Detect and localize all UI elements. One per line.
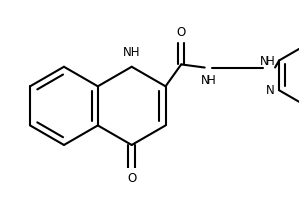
Text: H: H (266, 55, 275, 68)
Text: O: O (127, 172, 136, 185)
Text: H: H (207, 74, 216, 87)
Text: NH: NH (123, 46, 140, 59)
Text: N: N (201, 74, 210, 87)
Text: N: N (266, 84, 274, 97)
Text: N: N (260, 55, 268, 68)
Text: O: O (177, 26, 186, 39)
